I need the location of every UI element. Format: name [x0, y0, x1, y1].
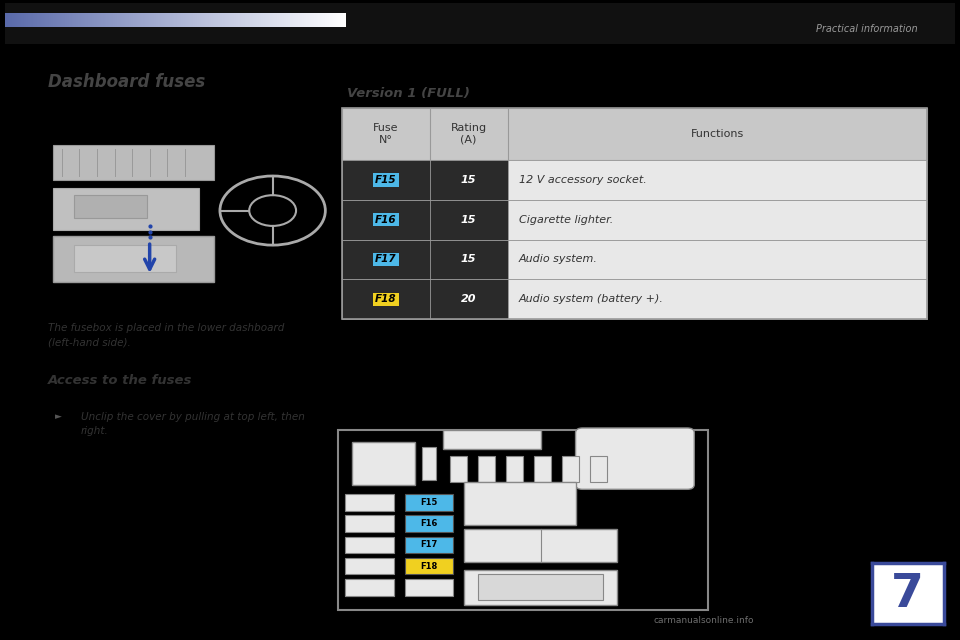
- Bar: [464, 570, 617, 605]
- Text: ►: ►: [55, 412, 62, 421]
- Text: F16: F16: [375, 214, 396, 225]
- Bar: [342, 108, 926, 319]
- Text: Practical information: Practical information: [816, 24, 917, 33]
- Text: Cigarette lighter.: Cigarette lighter.: [519, 214, 613, 225]
- Bar: [404, 536, 453, 553]
- Text: Rating
(A): Rating (A): [450, 122, 487, 145]
- Bar: [534, 456, 551, 483]
- Bar: [346, 579, 394, 595]
- Bar: [346, 494, 394, 511]
- Bar: [422, 447, 436, 480]
- Text: 20: 20: [461, 294, 476, 305]
- Bar: [404, 557, 453, 574]
- Text: F18: F18: [375, 294, 396, 305]
- Bar: [404, 579, 453, 595]
- FancyBboxPatch shape: [576, 428, 694, 490]
- Bar: [346, 579, 394, 595]
- Bar: [342, 160, 508, 200]
- Text: F17: F17: [420, 540, 438, 549]
- Text: Access to the fuses: Access to the fuses: [48, 374, 192, 387]
- Bar: [53, 188, 200, 230]
- Bar: [478, 456, 495, 483]
- Bar: [506, 456, 523, 483]
- Bar: [346, 557, 394, 574]
- Bar: [562, 456, 579, 483]
- Text: F15: F15: [420, 498, 438, 507]
- Text: 15: 15: [461, 214, 476, 225]
- Bar: [342, 200, 508, 239]
- Bar: [464, 483, 576, 525]
- Bar: [346, 536, 394, 553]
- Text: F15: F15: [375, 175, 396, 185]
- Text: F18: F18: [420, 561, 438, 570]
- Bar: [5, 3, 955, 44]
- Bar: [74, 245, 176, 272]
- Bar: [342, 239, 508, 280]
- Text: Audio system (battery +).: Audio system (battery +).: [519, 294, 664, 305]
- Bar: [443, 430, 540, 449]
- Text: 7: 7: [891, 572, 924, 618]
- Bar: [508, 160, 926, 200]
- Text: Dashboard fuses: Dashboard fuses: [48, 74, 204, 92]
- Bar: [346, 515, 394, 532]
- Text: Unclip the cover by pulling at top left, then
right.: Unclip the cover by pulling at top left,…: [81, 412, 304, 436]
- Text: Fuse
N°: Fuse N°: [373, 122, 398, 145]
- Bar: [352, 442, 415, 484]
- Text: F16: F16: [420, 519, 438, 528]
- Bar: [508, 200, 926, 239]
- Text: Audio system.: Audio system.: [519, 255, 598, 264]
- Text: F17: F17: [375, 255, 396, 264]
- Text: Version 1 (FULL): Version 1 (FULL): [347, 86, 469, 100]
- Bar: [450, 456, 468, 483]
- Bar: [478, 574, 604, 600]
- Text: 15: 15: [461, 175, 476, 185]
- Bar: [342, 108, 926, 160]
- Text: The fusebox is placed in the lower dashboard
(left-hand side).: The fusebox is placed in the lower dashb…: [48, 323, 284, 347]
- Text: carmanualsonline.info: carmanualsonline.info: [653, 616, 754, 625]
- Text: 12 V accessory socket.: 12 V accessory socket.: [519, 175, 647, 185]
- Bar: [53, 236, 214, 282]
- Bar: [508, 239, 926, 280]
- Bar: [404, 515, 453, 532]
- Bar: [53, 145, 214, 180]
- Bar: [404, 494, 453, 511]
- Bar: [464, 529, 617, 563]
- Text: Functions: Functions: [690, 129, 744, 139]
- Bar: [342, 280, 508, 319]
- Bar: [589, 456, 607, 483]
- Bar: [74, 195, 147, 218]
- Bar: [508, 280, 926, 319]
- Text: 15: 15: [461, 255, 476, 264]
